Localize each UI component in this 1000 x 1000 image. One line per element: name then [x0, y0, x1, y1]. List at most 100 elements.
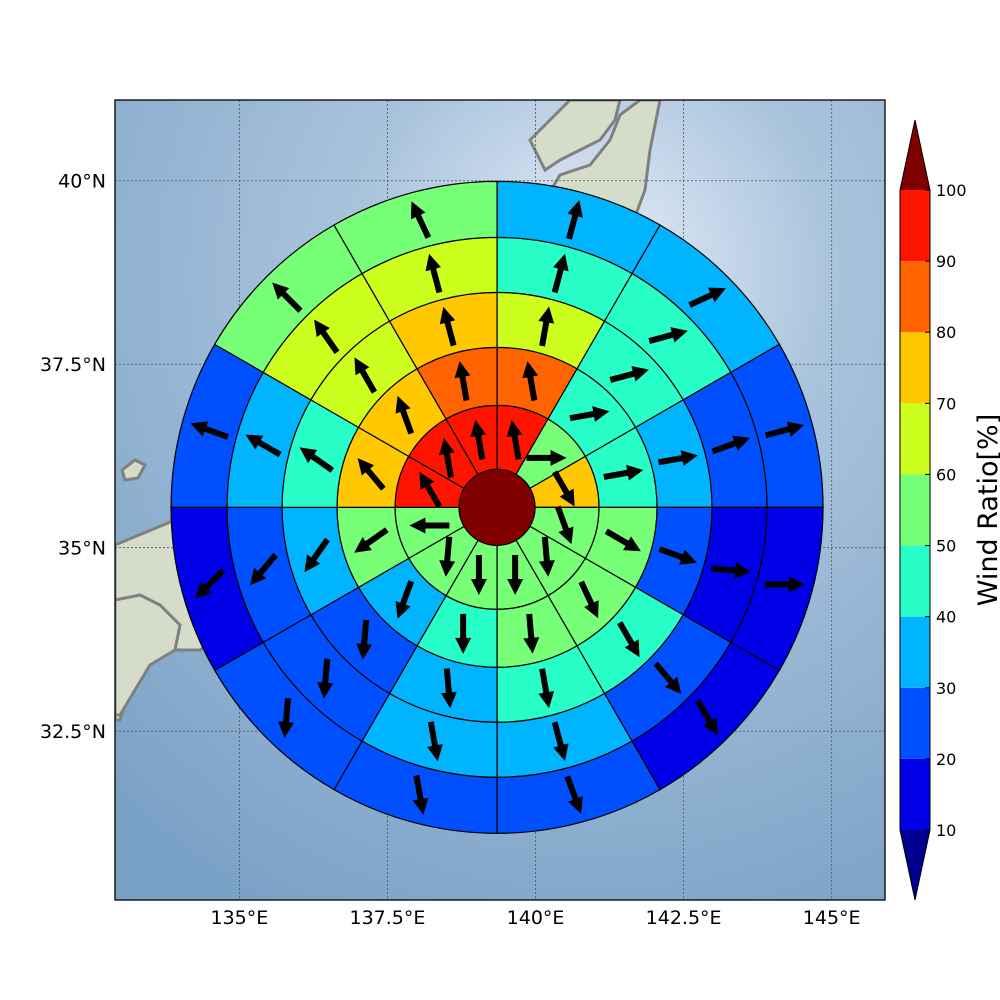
- wind-arrow: [551, 721, 569, 761]
- lat-tick-label: 35°N: [58, 538, 106, 560]
- lat-tick-label: 37.5°N: [40, 354, 106, 376]
- wind-arrow: [603, 464, 644, 481]
- wind-arrow: [617, 621, 640, 658]
- wind-arrow: [564, 775, 584, 814]
- wind-arrow: [648, 327, 688, 344]
- lat-tick-label: 40°N: [58, 171, 106, 193]
- wind-arrow: [438, 438, 455, 479]
- wind-arrow: [538, 668, 555, 709]
- colorbar-over-triangle: [900, 120, 930, 190]
- colorbar-tick-label: 60: [936, 465, 956, 484]
- lon-tick-label: 140°E: [507, 907, 565, 929]
- wind-arrow: [354, 357, 378, 394]
- lon-tick-label: 137.5°E: [350, 907, 426, 929]
- wind-arrow: [551, 253, 569, 294]
- wind-arrow: [609, 365, 649, 383]
- wind-arrow: [419, 471, 443, 509]
- colorbar-label: Wind Ratio[%]: [973, 414, 1000, 606]
- wind-arrow: [470, 420, 487, 460]
- lon-tick-labels: 135°E 137.5°E 140°E 142.5°E 145°E: [210, 907, 860, 929]
- wind-arrow: [195, 568, 226, 599]
- colorbar-segment: [900, 261, 930, 333]
- colorbar-tick-label: 40: [936, 608, 956, 627]
- colorbar: 10 20 30 40 50 60 70 80 90 100: [899, 119, 967, 901]
- wind-arrow: [566, 200, 583, 240]
- wind-arrow: [427, 721, 443, 762]
- wind-arrow: [272, 282, 303, 313]
- wind-arrow: [764, 421, 805, 439]
- land-west: [115, 593, 182, 717]
- wind-arrow: [354, 527, 389, 553]
- colorbar-segment: [900, 190, 930, 262]
- wind-arrow: [657, 450, 698, 466]
- colorbar-tick-label: 100: [936, 181, 967, 200]
- lon-tick-label: 145°E: [803, 907, 861, 929]
- wind-arrow: [507, 554, 524, 595]
- colorbar-tick-label: 10: [936, 821, 956, 840]
- colorbar-tick-label: 20: [936, 750, 956, 769]
- colorbar-segment: [900, 403, 930, 475]
- colorbar-segment: [900, 545, 930, 617]
- colorbar-segment: [900, 758, 930, 830]
- wind-arrow: [317, 658, 334, 699]
- wind-arrow: [688, 287, 726, 308]
- wind-arrow: [658, 546, 697, 565]
- wind-arrow: [454, 361, 471, 402]
- lon-tick-label: 142.5°E: [646, 907, 722, 929]
- colorbar-under-triangle: [900, 830, 930, 900]
- lat-tick-labels: 40°N 37.5°N 35°N 32.5°N: [40, 171, 106, 743]
- wind-arrow: [455, 613, 472, 654]
- wind-arrow: [711, 562, 752, 579]
- wind-arrow: [357, 458, 386, 491]
- wind-arrow: [412, 774, 429, 815]
- lon-tick-label: 135°E: [210, 907, 268, 929]
- colorbar-tick-label: 70: [936, 394, 956, 413]
- wind-arrow: [190, 421, 230, 440]
- center-disc: [458, 468, 536, 546]
- wind-arrow: [538, 306, 555, 347]
- wind-arrow: [304, 537, 330, 573]
- wind-arrow: [356, 619, 373, 660]
- colorbar-segment: [900, 687, 930, 759]
- colorbar-segment: [900, 332, 930, 404]
- colorbar-segment: [900, 616, 930, 688]
- colorbar-tick-label: 80: [936, 323, 956, 342]
- wind-arrow: [470, 554, 487, 595]
- wind-arrow: [410, 201, 432, 239]
- wind-arrow: [395, 395, 415, 435]
- wind-arrow: [695, 699, 718, 736]
- wind-arrow: [522, 361, 539, 402]
- sector-rings: [170, 180, 824, 834]
- colorbar-tick-label: 90: [936, 252, 956, 271]
- wind-arrow: [526, 449, 567, 466]
- wind-arrow: [409, 517, 450, 534]
- map-frame: [114, 99, 886, 901]
- wind-arrow: [578, 580, 599, 619]
- wind-arrow: [552, 470, 575, 507]
- wind-arrow: [711, 435, 751, 455]
- wind-arrow: [653, 661, 682, 695]
- wind-arrow: [764, 576, 805, 593]
- wind-arrow: [299, 447, 335, 473]
- wind-arrow: [425, 253, 443, 294]
- island-oki: [120, 458, 148, 482]
- land-north: [528, 100, 622, 173]
- wind-arrow: [439, 536, 456, 577]
- wind-arrow: [569, 406, 610, 422]
- colorbar-tick-label: 50: [936, 537, 956, 556]
- colorbar-segment: [900, 474, 930, 546]
- wind-arrow: [439, 306, 457, 347]
- wind-arrow: [604, 528, 641, 552]
- wind-arrow: [523, 613, 540, 654]
- wind-arrow: [278, 697, 294, 738]
- wind-arrow: [395, 580, 415, 619]
- wind-arrow: [440, 668, 457, 709]
- wind-arrow: [538, 536, 555, 577]
- wind-arrow: [314, 319, 340, 354]
- wind-arrows: [190, 200, 805, 815]
- lat-tick-label: 32.5°N: [40, 721, 106, 743]
- wind-arrow: [249, 552, 278, 586]
- ring-sector: [333, 180, 498, 275]
- wind-arrow: [554, 505, 574, 545]
